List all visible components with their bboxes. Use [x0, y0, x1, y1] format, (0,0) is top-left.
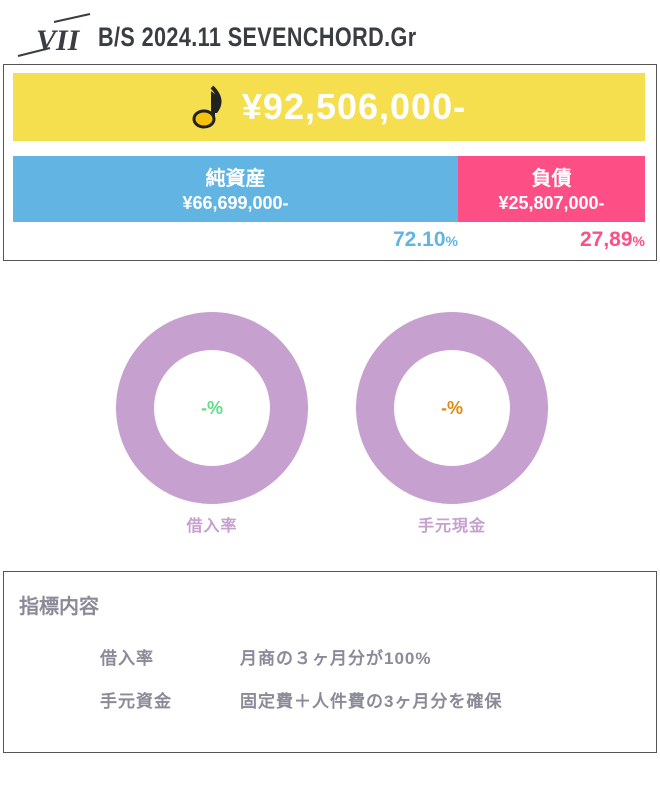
borrowing-rate-value: -%	[154, 350, 270, 466]
total-assets-value: ¥92,506,000-	[241, 86, 467, 127]
page-title: B/S 2024.11 SEVENCHORD.Gr	[98, 22, 417, 52]
debt-percent: 27,89%	[579, 228, 645, 251]
total-assets-bar: ¥92,506,000-	[13, 73, 645, 141]
cash-on-hand-label: 手元現金	[417, 518, 486, 535]
equity-bar: 純資産 ¥66,699,000-	[13, 156, 458, 222]
svg-text:VII: VII	[36, 24, 81, 57]
cash-on-hand-gauge: -%	[356, 312, 548, 504]
debt-label: 負債	[531, 168, 572, 190]
music-note-icon	[192, 85, 222, 129]
equity-percent: 72.10%	[392, 228, 458, 251]
info-row-name: 手元資金	[100, 692, 172, 711]
info-title: 指標内容	[19, 596, 99, 618]
balance-sheet-panel	[3, 64, 657, 261]
info-row-desc: 月商の３ヶ月分が100%	[240, 649, 432, 668]
indicator-info-panel	[3, 571, 657, 753]
debt-bar: 負債 ¥25,807,000-	[458, 156, 645, 222]
borrowing-rate-label: 借入率	[186, 518, 238, 535]
borrowing-rate-gauge: -%	[116, 312, 308, 504]
equity-value: ¥66,699,000-	[182, 193, 289, 213]
equity-label: 純資産	[205, 168, 266, 190]
debt-value: ¥25,807,000-	[498, 193, 605, 213]
info-row-desc: 固定費＋人件費の3ヶ月分を確保	[240, 692, 503, 711]
logo: VII	[17, 13, 91, 57]
cash-on-hand-value: -%	[394, 350, 510, 466]
info-row-name: 借入率	[100, 649, 154, 668]
